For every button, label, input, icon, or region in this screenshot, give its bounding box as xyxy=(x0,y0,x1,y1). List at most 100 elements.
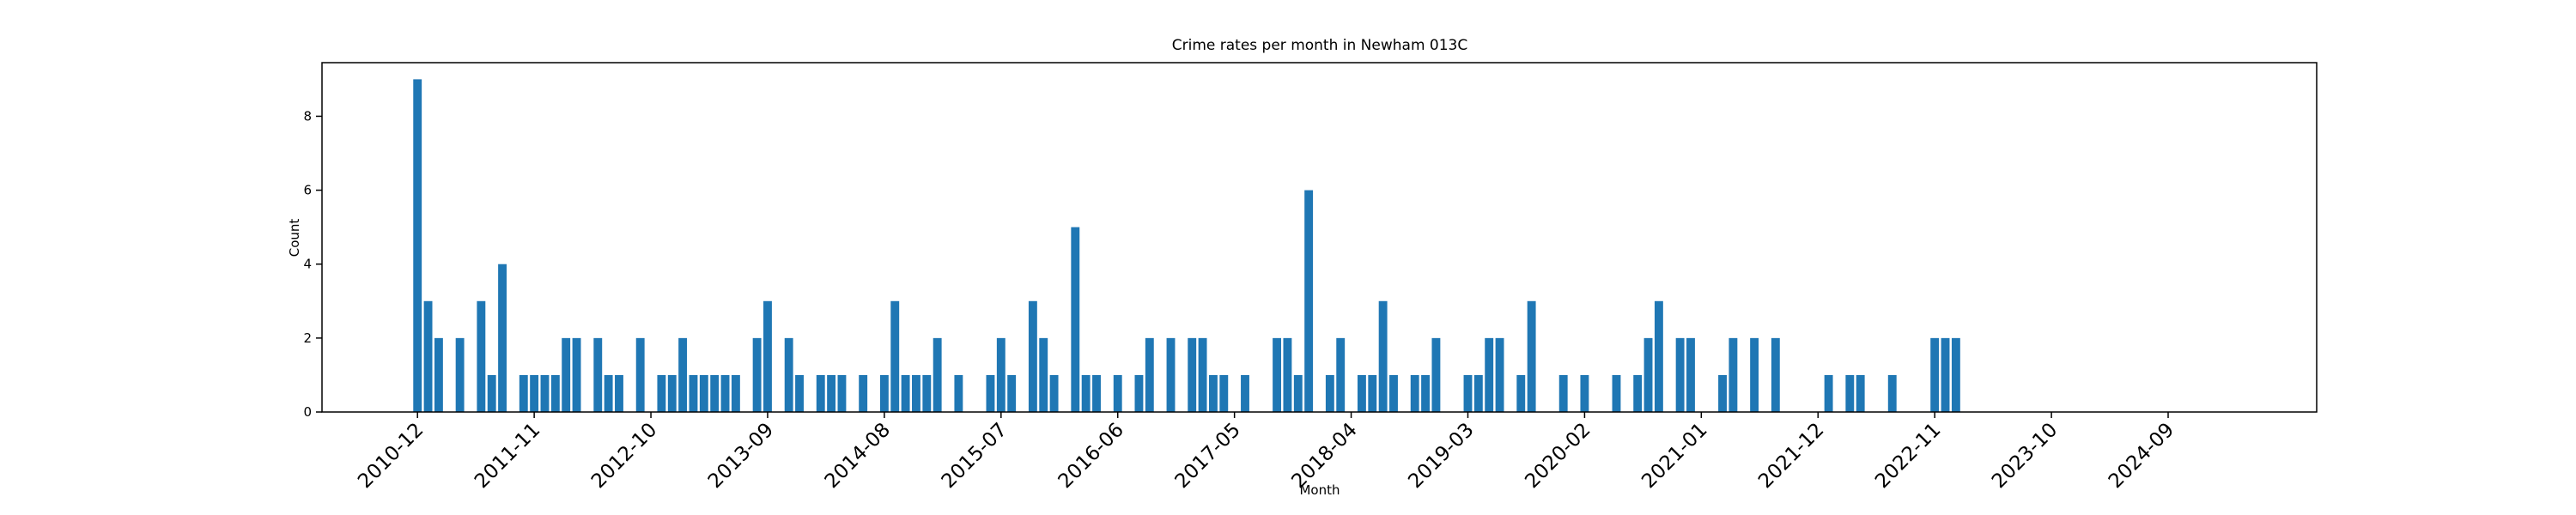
x-tick-label: 2010-12 xyxy=(354,419,428,493)
bar xyxy=(1473,374,1483,412)
bar xyxy=(1887,374,1897,412)
bar xyxy=(657,374,666,412)
bar xyxy=(1930,337,1940,412)
bar xyxy=(498,264,507,412)
bar xyxy=(1113,374,1122,412)
y-axis-label: Count xyxy=(287,219,302,258)
y-tick-label: 0 xyxy=(303,404,312,420)
bar xyxy=(1771,337,1780,412)
bar xyxy=(1166,337,1176,412)
bar xyxy=(1188,337,1197,412)
bar xyxy=(933,337,942,412)
bar xyxy=(1134,374,1144,412)
bar xyxy=(1686,337,1695,412)
bar xyxy=(1654,300,1663,412)
bar xyxy=(519,374,528,412)
bar xyxy=(1208,374,1218,412)
bar xyxy=(752,337,762,412)
bar xyxy=(1675,337,1685,412)
bar xyxy=(1039,337,1048,412)
bar xyxy=(1378,300,1388,412)
y-tick-label: 8 xyxy=(303,108,312,124)
bar xyxy=(879,374,889,412)
bar xyxy=(1941,337,1950,412)
bar xyxy=(901,374,910,412)
bar xyxy=(423,300,433,412)
bar xyxy=(954,374,963,412)
bar xyxy=(604,374,613,412)
bar xyxy=(455,337,465,412)
bar xyxy=(615,374,623,412)
bar xyxy=(550,374,560,412)
bar xyxy=(1028,300,1037,412)
chart-title: Crime rates per month in Newham 013C xyxy=(1172,37,1467,54)
x-tick-label: 2013-09 xyxy=(704,419,778,493)
bar xyxy=(1325,374,1334,412)
bar xyxy=(1293,374,1303,412)
bar xyxy=(540,374,550,412)
bar xyxy=(763,300,772,412)
bar xyxy=(795,374,804,412)
y-tick-label: 2 xyxy=(303,330,312,346)
bar xyxy=(1145,337,1154,412)
bar xyxy=(1633,374,1643,412)
bar xyxy=(1824,374,1833,412)
bar xyxy=(562,337,571,412)
bar xyxy=(530,374,539,412)
bar xyxy=(1951,337,1960,412)
bar xyxy=(678,337,688,412)
x-tick-label: 2021-01 xyxy=(1637,419,1711,493)
bar xyxy=(1485,337,1494,412)
bar xyxy=(434,337,443,412)
x-tick-label: 2012-10 xyxy=(587,419,661,493)
bar xyxy=(1643,337,1653,412)
bar xyxy=(1357,374,1366,412)
bar xyxy=(413,79,422,412)
bar xyxy=(1431,337,1441,412)
bar xyxy=(816,374,825,412)
bar xyxy=(699,374,708,412)
x-tick-label: 2022-11 xyxy=(1871,419,1945,493)
bar xyxy=(1368,374,1377,412)
bar xyxy=(667,374,677,412)
bar xyxy=(1410,374,1419,412)
x-tick-label: 2019-03 xyxy=(1404,419,1478,493)
bar xyxy=(1718,374,1727,412)
bar xyxy=(922,374,932,412)
bar xyxy=(1558,374,1568,412)
bar xyxy=(720,374,730,412)
x-tick-label: 2016-06 xyxy=(1054,419,1128,493)
bar xyxy=(1463,374,1473,412)
bar xyxy=(1728,337,1738,412)
bar xyxy=(1389,374,1398,412)
bar xyxy=(1856,374,1865,412)
bar xyxy=(572,337,581,412)
plot-frame xyxy=(321,62,2318,413)
x-tick-label: 2023-10 xyxy=(1988,419,2062,493)
bar xyxy=(710,374,720,412)
bar xyxy=(1845,374,1855,412)
x-tick-label: 2015-07 xyxy=(938,419,1012,493)
bar xyxy=(1049,374,1059,412)
bar xyxy=(1273,337,1282,412)
x-tick-label: 2021-12 xyxy=(1754,419,1828,493)
x-axis-label: Month xyxy=(1299,482,1340,498)
bar xyxy=(689,374,698,412)
bar xyxy=(593,337,603,412)
bar xyxy=(1071,227,1080,412)
bar xyxy=(1092,374,1101,412)
bar xyxy=(1007,374,1017,412)
x-tick-label: 2020-02 xyxy=(1521,419,1595,493)
bar xyxy=(1750,337,1759,412)
bar xyxy=(784,337,793,412)
bar xyxy=(912,374,920,412)
bar xyxy=(1516,374,1526,412)
bar xyxy=(1304,190,1314,413)
bar xyxy=(487,374,496,412)
bar xyxy=(986,374,995,412)
bar xyxy=(1421,374,1431,412)
x-tick-label: 2024-09 xyxy=(2105,419,2178,493)
bar xyxy=(1219,374,1229,412)
bar xyxy=(1527,300,1536,412)
